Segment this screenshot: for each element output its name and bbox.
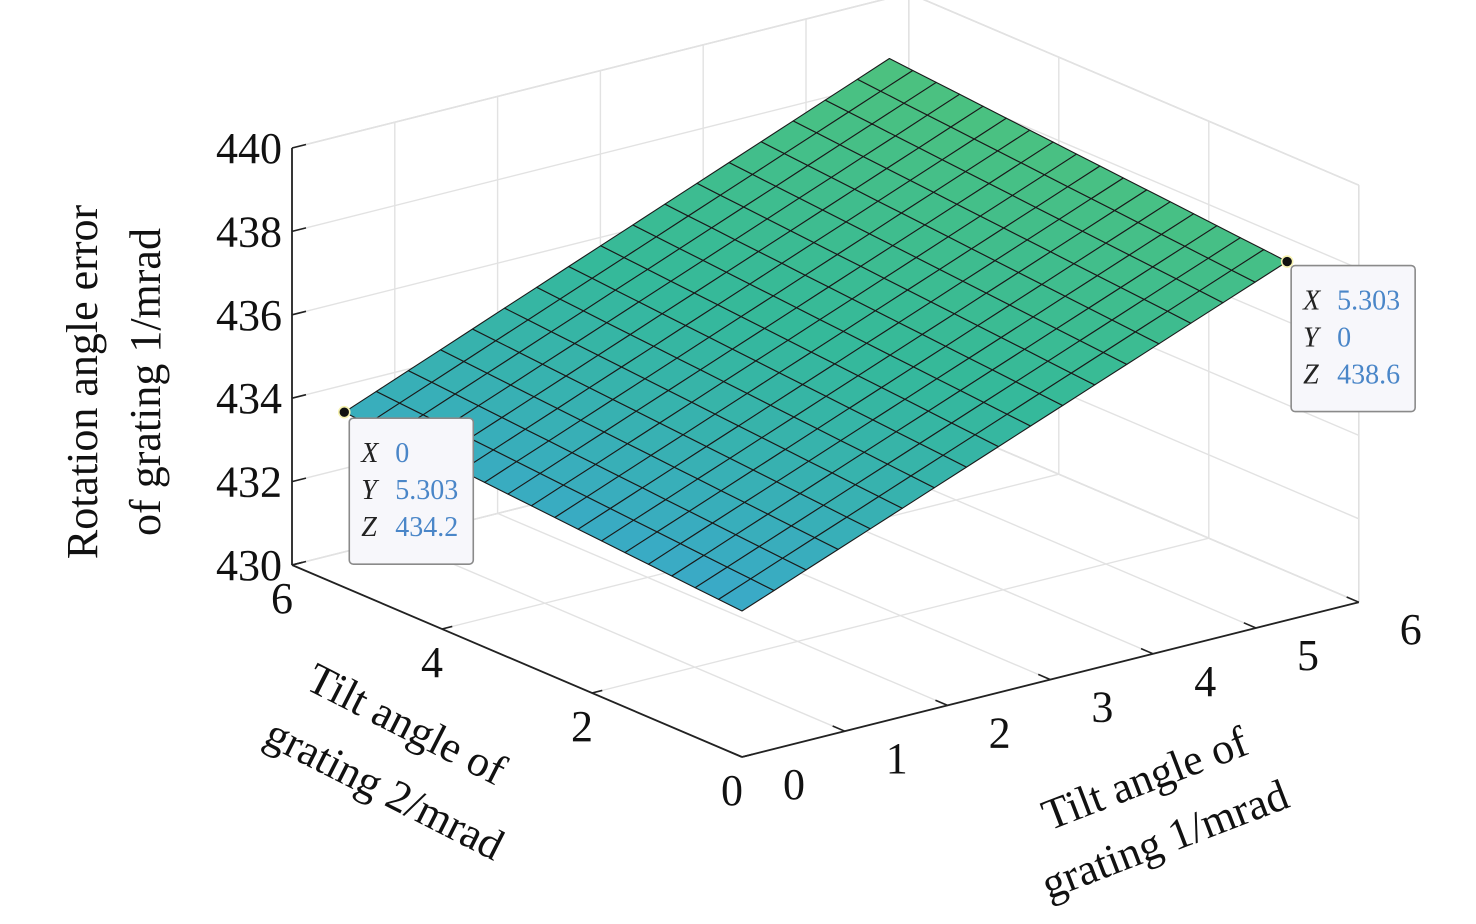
datatip-label: Y — [361, 475, 380, 506]
z-tick-label: 436 — [216, 291, 282, 340]
z-tick-label: 440 — [216, 124, 282, 173]
x-tick — [1243, 622, 1257, 629]
x-tick-label: 3 — [1091, 683, 1113, 732]
y-axis-line — [291, 564, 743, 758]
z-tick-label: 432 — [216, 458, 282, 507]
datatip: X 5.303 Y 0Z 438.6 — [1280, 255, 1416, 413]
x-tick — [1037, 673, 1051, 681]
datatip-value: 434.2 — [395, 512, 458, 543]
z-tick — [291, 143, 307, 149]
datatip-label: X — [360, 438, 379, 469]
z-tick-label: 434 — [216, 374, 282, 423]
x-tick-label: 6 — [1400, 605, 1422, 654]
datatip-label: X — [1302, 286, 1321, 317]
z-tick — [291, 477, 307, 483]
datatip-value: 5.303 — [395, 475, 458, 506]
y-tick — [741, 753, 753, 758]
grid-line-y — [591, 537, 1209, 694]
datatip-label: Z — [361, 512, 377, 543]
x-tick-label: 4 — [1194, 657, 1216, 706]
y-tick-label: 2 — [571, 702, 593, 751]
grid-line-z — [922, 0, 1360, 186]
datatip-marker — [337, 405, 351, 419]
surface — [343, 57, 1288, 612]
datatip-label: Y — [1303, 323, 1322, 354]
x-tick-label: 2 — [989, 708, 1011, 757]
y-tick-label: 4 — [421, 638, 443, 687]
z-tick — [291, 310, 307, 316]
x-tick-label: 0 — [783, 760, 805, 809]
x-tick-label: 5 — [1297, 631, 1319, 680]
axes — [291, 143, 1360, 758]
surface-cell — [1231, 249, 1288, 283]
datatip-value: 0 — [1337, 323, 1351, 354]
x-tick — [1140, 647, 1154, 655]
y-tick-label: 6 — [271, 574, 293, 623]
y-tick — [591, 689, 603, 694]
datatip-box — [1290, 264, 1416, 413]
x-tick — [1346, 596, 1360, 603]
datatip-value: 0 — [395, 438, 409, 469]
datatip-label: Z — [1303, 360, 1319, 391]
z-tick — [291, 393, 307, 399]
z-axis-label-line1: Rotation angle error — [58, 204, 107, 559]
x-tick-label: 1 — [886, 734, 908, 783]
y-tick — [441, 625, 453, 630]
datatip-value: 438.6 — [1337, 360, 1400, 391]
datatip: X 0Y 5.303 Z 434.2 — [337, 405, 475, 565]
z-tick-label: 438 — [216, 207, 282, 256]
datatip-value: 5.303 — [1337, 286, 1400, 317]
datatip-box — [348, 417, 475, 565]
grid-line-x — [497, 512, 948, 707]
z-tick — [291, 227, 307, 233]
z-axis-label-line2: of grating 1/mrad — [121, 228, 170, 536]
z-tick — [291, 560, 307, 566]
x-tick — [832, 725, 846, 732]
grid-line-x — [394, 538, 846, 732]
x-tick — [935, 699, 948, 707]
y-tick-label: 0 — [721, 766, 743, 815]
datatip-marker — [1280, 255, 1294, 268]
z-tick-label: 430 — [216, 541, 282, 590]
x-tick — [729, 751, 743, 758]
